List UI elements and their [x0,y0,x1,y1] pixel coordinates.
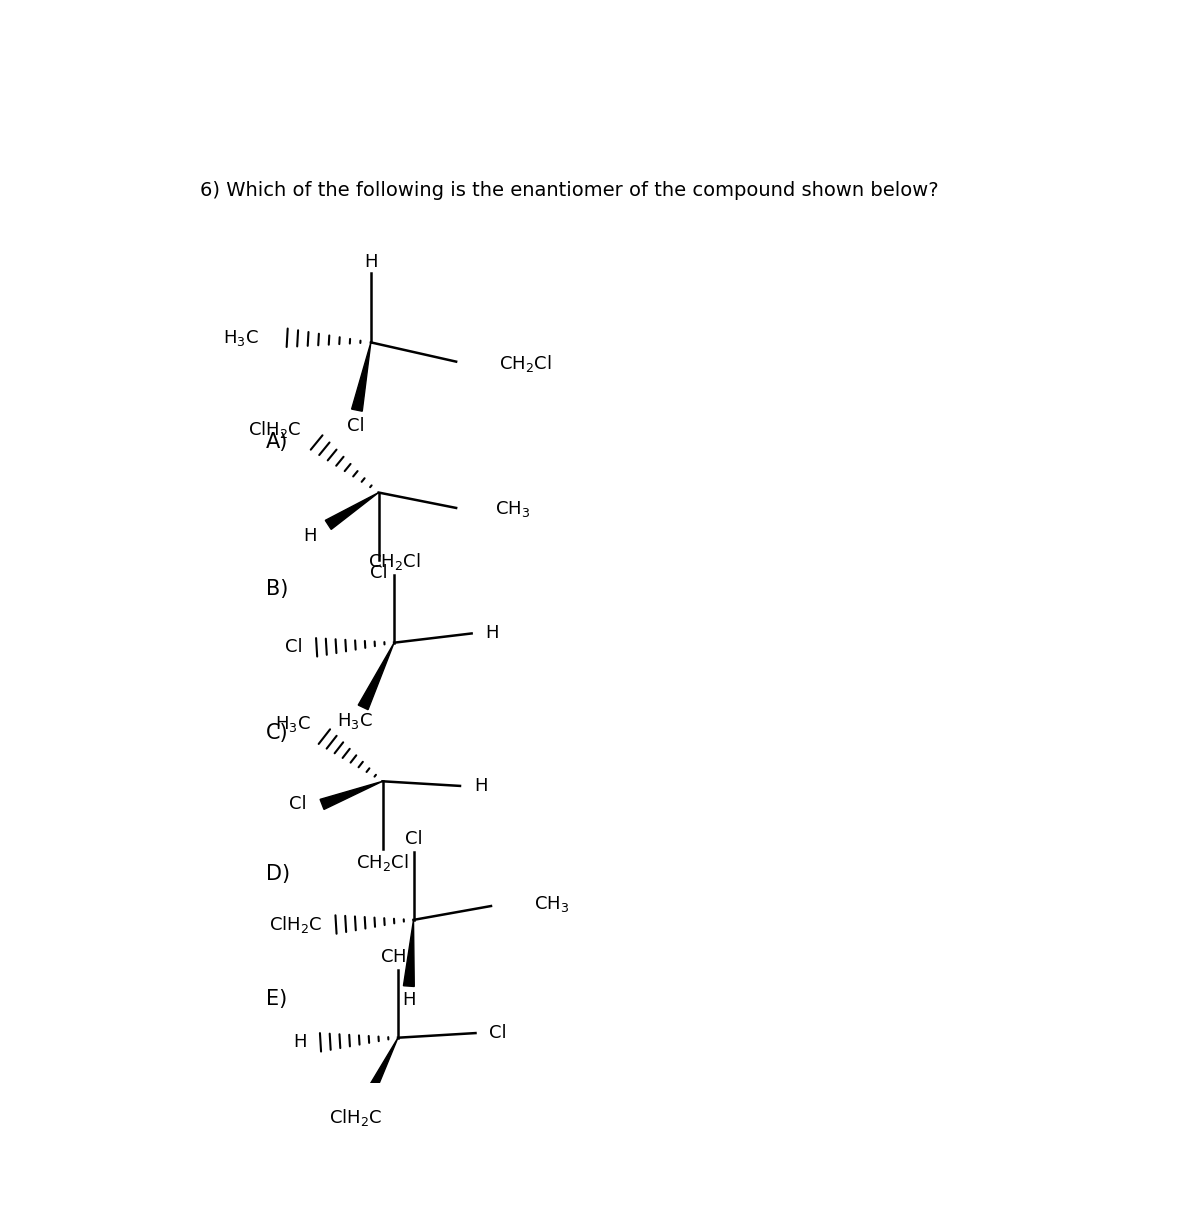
Polygon shape [325,493,379,529]
Text: Cl: Cl [347,416,364,434]
Text: Cl: Cl [370,565,388,583]
Polygon shape [320,781,383,809]
Polygon shape [352,342,371,411]
Text: CH$_3$: CH$_3$ [494,499,530,520]
Text: CH$_3$: CH$_3$ [380,947,415,966]
Text: ClH$_2$C: ClH$_2$C [329,1107,382,1128]
Text: D): D) [266,864,290,884]
Text: Cl: Cl [404,830,422,848]
Text: ClH$_2$C: ClH$_2$C [247,419,301,439]
Text: C): C) [266,723,289,742]
Text: Cl: Cl [286,638,302,656]
Text: H$_3$C: H$_3$C [276,714,311,734]
Text: Cl: Cl [490,1023,508,1042]
Text: H$_3$C: H$_3$C [337,711,373,731]
Polygon shape [359,643,394,710]
Text: Cl: Cl [289,796,306,813]
Text: 6) Which of the following is the enantiomer of the compound shown below?: 6) Which of the following is the enantio… [200,180,940,200]
Text: H: H [474,776,487,795]
Text: H$_3$C: H$_3$C [223,327,258,348]
Text: CH$_3$: CH$_3$ [534,894,569,914]
Text: E): E) [266,989,288,1009]
Text: A): A) [266,432,289,453]
Text: B): B) [266,579,289,599]
Polygon shape [360,1038,398,1105]
Text: H: H [304,527,317,545]
Text: CH$_2$Cl: CH$_2$Cl [367,551,420,572]
Polygon shape [403,920,414,987]
Text: H: H [293,1033,306,1051]
Text: H: H [364,253,378,270]
Text: CH$_2$Cl: CH$_2$Cl [499,353,552,375]
Text: H: H [486,624,499,643]
Text: CH$_2$Cl: CH$_2$Cl [356,852,409,874]
Text: ClH$_2$C: ClH$_2$C [269,914,322,935]
Text: H: H [402,991,415,1009]
